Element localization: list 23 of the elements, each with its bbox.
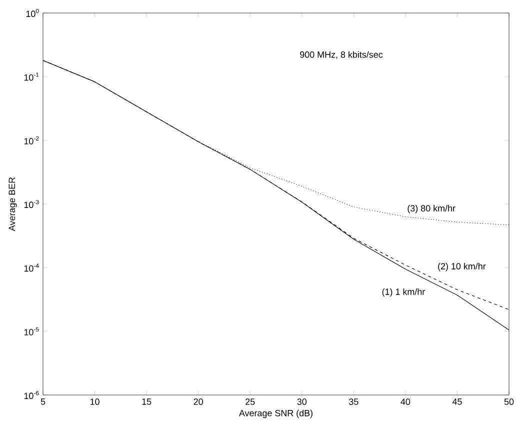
y-tick-label: 10$^{-6}$: [24, 390, 39, 400]
y-tick-label: 10$^{-1}$: [24, 72, 39, 81]
x-tick-label: 20: [194, 398, 203, 405]
x-tick-label: 25: [246, 398, 255, 405]
x-tick-label: 40: [400, 398, 410, 405]
x-tick-label: 50: [504, 398, 514, 405]
x-axis-title: Average SNR (dB): [238, 410, 312, 418]
x-tick-label: 30: [297, 398, 307, 405]
y-axis-title: Average BER: [8, 177, 17, 232]
annotation: 900 MHz, 8 kbits/sec: [300, 51, 383, 59]
y-tick-label: 10$^{-3}$: [24, 200, 39, 208]
x-tick-label: 10: [90, 398, 100, 405]
y-tick-label: 10$^{-2}$: [24, 136, 39, 144]
x-tick-label: 5: [40, 398, 46, 405]
y-tick-label: 10$^{0}$: [26, 8, 39, 18]
series-label: (2) 10 km/hr: [438, 262, 486, 272]
y-tick-label: 10$^{-4}$: [24, 264, 39, 272]
series-label: (3) 80 km/hr: [408, 204, 456, 214]
x-tick-label: 15: [142, 398, 152, 405]
x-tick-label: 45: [452, 398, 462, 405]
y-tick-label: 10$^{-5}$: [24, 327, 39, 336]
series-label: (1) 1 km/hr: [382, 288, 425, 297]
x-tick-label: 35: [349, 398, 358, 405]
